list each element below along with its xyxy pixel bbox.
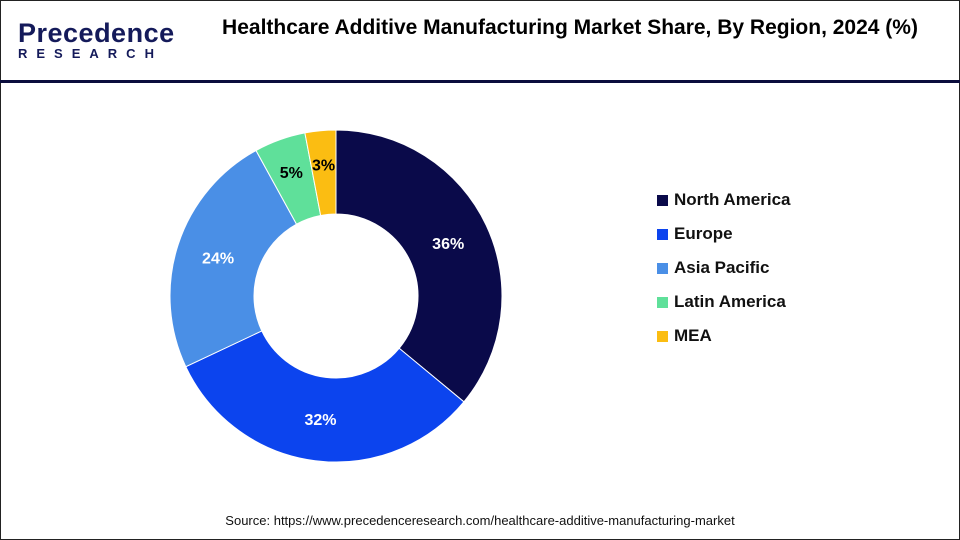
data-label: 3% — [312, 158, 335, 175]
legend: North America Europe Asia Pacific Latin Ame… — [657, 172, 791, 364]
legend-item: Europe — [657, 206, 791, 262]
legend-item: North America — [657, 172, 791, 228]
legend-label: North America — [674, 190, 791, 209]
legend-item: MEA — [657, 308, 791, 364]
slice-europe — [185, 330, 465, 463]
logo: Precedence RESEARCH — [18, 18, 175, 61]
data-label: 32% — [304, 412, 336, 429]
data-label: 36% — [432, 236, 464, 253]
slice-north-america — [335, 129, 503, 403]
legend-label: MEA — [674, 326, 712, 345]
header: Precedence RESEARCH Healthcare Additive … — [0, 0, 960, 83]
legend-label: Europe — [674, 224, 733, 243]
logo-line1: Precedence — [18, 18, 175, 48]
logo-line2: RESEARCH — [18, 46, 163, 61]
legend-label: Latin America — [674, 292, 786, 311]
chart-title: Healthcare Additive Manufacturing Market… — [222, 16, 918, 39]
legend-label: Asia Pacific — [674, 258, 770, 277]
source-note: Source: https://www.precedenceresearch.c… — [225, 513, 735, 528]
legend-swatch — [657, 228, 668, 240]
slice-mea — [304, 129, 337, 217]
legend-swatch — [657, 194, 668, 206]
legend-swatch — [657, 330, 668, 342]
data-label: 24% — [202, 251, 234, 268]
legend-swatch — [657, 262, 668, 274]
data-label: 5% — [280, 165, 303, 182]
legend-item: Asia Pacific — [657, 240, 791, 296]
legend-item: Latin America — [657, 274, 791, 330]
legend-swatch — [657, 296, 668, 308]
slice-asia-pacific — [169, 149, 298, 368]
